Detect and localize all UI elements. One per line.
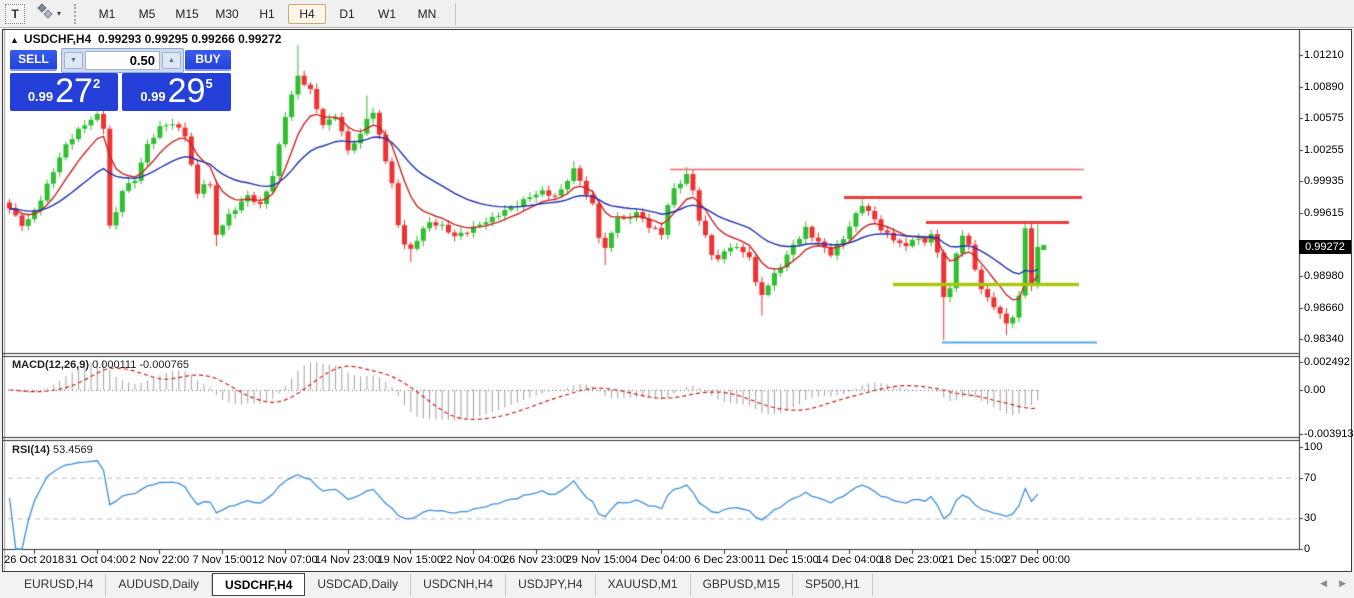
timeframe-button-h4[interactable]: H4 bbox=[288, 3, 327, 24]
volume-input[interactable]: 0.50 bbox=[85, 51, 160, 70]
buy-price-box[interactable]: 0.99 29 5 bbox=[122, 73, 231, 111]
buy-price-big: 29 bbox=[167, 72, 206, 110]
date-axis-label: 11 Dec 15:00 bbox=[754, 554, 819, 566]
rsi-axis-label: 100 bbox=[1304, 441, 1323, 453]
chart-tab-bar: EURUSD,H4 AUDUSD,Daily USDCHF,H4 USDCAD,Dai… bbox=[0, 572, 1354, 598]
date-axis-label: 2 Nov 22:00 bbox=[129, 554, 190, 566]
chart-tab-xauusd-m1[interactable]: XAUUSD,M1 bbox=[596, 574, 691, 596]
date-axis-label: 31 Oct 04:00 bbox=[65, 554, 129, 566]
timeframe-button-w1[interactable]: W1 bbox=[378, 6, 397, 21]
price-axis-label: 0.99935 bbox=[1304, 175, 1344, 188]
date-axis-label: 29 Nov 15:00 bbox=[565, 554, 632, 566]
date-axis-label: 26 Nov 23:00 bbox=[502, 554, 569, 566]
date-axis-label: 22 Nov 04:00 bbox=[440, 554, 506, 566]
timeframe-button-mn[interactable]: MN bbox=[417, 6, 437, 21]
date-axis-label: 12 Nov 07:00 bbox=[252, 554, 318, 566]
current-price-tag: 0.99272 bbox=[1299, 239, 1351, 254]
tab-scroll-left-icon[interactable]: ◀ bbox=[1320, 578, 1328, 588]
macd-axis-label: -0.003913 bbox=[1304, 428, 1354, 440]
date-axis-label: 14 Nov 23:00 bbox=[314, 554, 381, 566]
date-axis-label: 27 Dec 00:00 bbox=[1004, 554, 1070, 566]
chart-tab-audusd-daily[interactable]: AUDUSD,Daily bbox=[106, 574, 213, 596]
toolbar-separator bbox=[455, 2, 457, 25]
chart-canvas[interactable] bbox=[3, 30, 1349, 571]
rsi-value: 53.4569 bbox=[52, 444, 93, 456]
price-axis-label: 1.00890 bbox=[1304, 80, 1344, 93]
price-axis-label: 0.99615 bbox=[1304, 206, 1344, 219]
chart-tab-sp500-h1[interactable]: SP500,H1 bbox=[793, 574, 873, 596]
rsi-label: RSI(14) 53.4569 bbox=[12, 444, 93, 456]
macd-axis-label: 0.002492 bbox=[1304, 356, 1350, 368]
timeframe-button-m1[interactable]: M1 bbox=[98, 6, 116, 21]
sell-price-prefix: 0.99 bbox=[27, 89, 54, 104]
timeframe-button-m5[interactable]: M5 bbox=[138, 6, 156, 21]
toolbar-grip[interactable] bbox=[74, 3, 79, 24]
macd-values: 0.000111 -0.000765 bbox=[92, 359, 189, 371]
sell-button[interactable]: SELL bbox=[10, 50, 57, 71]
volume-up-button[interactable]: ▲ bbox=[162, 52, 181, 69]
date-axis-label: 4 Dec 04:00 bbox=[631, 554, 691, 566]
rsi-axis-label: 70 bbox=[1304, 471, 1317, 484]
date-axis-label: 26 Oct 2018 bbox=[4, 554, 65, 566]
chart-tab-usdcnh-h4[interactable]: USDCNH,H4 bbox=[411, 574, 507, 596]
rsi-axis-label: 30 bbox=[1304, 512, 1317, 525]
chart-tab-usdchf-h4[interactable]: USDCHF,H4 bbox=[212, 573, 306, 596]
macd-label: MACD(12,26,9) 0.000111 -0.000765 bbox=[12, 359, 189, 371]
date-axis-label: 18 Dec 23:00 bbox=[879, 554, 945, 566]
chart-header: ▲ USDCHF,H4 0.99293 0.99295 0.99266 0.992… bbox=[10, 32, 281, 46]
date-axis-label: 14 Dec 04:00 bbox=[816, 554, 882, 566]
volume-stepper: ▼ 0.50 ▲ bbox=[61, 48, 184, 73]
date-axis-label: 7 Nov 15:00 bbox=[192, 554, 252, 566]
price-axis-label: 1.00575 bbox=[1304, 111, 1344, 124]
price-axis-label: 0.98980 bbox=[1304, 269, 1344, 282]
timeframe-button-m30[interactable]: M30 bbox=[215, 6, 239, 21]
date-axis-label: 19 Nov 15:00 bbox=[377, 554, 443, 566]
tab-scroll-right-icon[interactable]: ▶ bbox=[1339, 578, 1346, 588]
rsi-name: RSI(14) bbox=[12, 444, 50, 456]
diamond-tools-icon bbox=[37, 3, 53, 24]
price-axis-label: 1.00255 bbox=[1304, 143, 1344, 156]
dropdown-caret-icon: ▾ bbox=[57, 9, 62, 18]
timeframe-button-h1[interactable]: H1 bbox=[259, 6, 275, 21]
macd-name: MACD(12,26,9) bbox=[12, 359, 90, 371]
chart-tab-usdcad-daily[interactable]: USDCAD,Daily bbox=[305, 574, 412, 596]
volume-down-button[interactable]: ▼ bbox=[64, 52, 83, 69]
timeframe-button-m15[interactable]: M15 bbox=[175, 6, 199, 21]
buy-price-prefix: 0.99 bbox=[140, 89, 166, 104]
tab-scroll: ◀ ▶ bbox=[1320, 578, 1346, 589]
drawing-tool-button[interactable]: ▾ bbox=[34, 1, 64, 26]
price-axis-label: 0.98340 bbox=[1304, 333, 1344, 346]
symbol-title: USDCHF,H4 bbox=[23, 32, 92, 46]
price-axis-label: 0.98660 bbox=[1304, 301, 1344, 314]
ohlc-values: 0.99293 0.99295 0.99266 0.99272 bbox=[97, 32, 282, 46]
macd-axis-label: 0.00 bbox=[1304, 384, 1326, 396]
toolbar: T ▾ M1 M5 M15 M30 H1 H4 D1 W1 MN bbox=[0, 0, 1354, 28]
date-axis-label: 21 Dec 15:00 bbox=[941, 554, 1008, 566]
chart-tab-eurusd-h4[interactable]: EURUSD,H4 bbox=[12, 574, 107, 596]
buy-price-sup: 5 bbox=[205, 76, 213, 91]
chart-tab-usdjpy-h4[interactable]: USDJPY,H4 bbox=[506, 574, 596, 596]
chart-window: ▲ USDCHF,H4 0.99293 0.99295 0.99266 0.992… bbox=[2, 29, 1354, 572]
collapse-arrow-icon[interactable]: ▲ bbox=[10, 35, 19, 45]
text-tool-button[interactable]: T bbox=[5, 3, 25, 24]
one-click-trading-panel: SELL ▼ 0.50 ▲ BUY 0.99 27 2 0.99 29 5 bbox=[10, 48, 232, 111]
timeframe-button-d1[interactable]: D1 bbox=[339, 6, 355, 21]
sell-price-big: 27 bbox=[55, 72, 93, 110]
sell-price-sup: 2 bbox=[92, 76, 101, 91]
price-axis-label: 1.01210 bbox=[1304, 48, 1344, 61]
sell-price-box[interactable]: 0.99 27 2 bbox=[10, 73, 118, 111]
buy-button[interactable]: BUY bbox=[185, 50, 231, 71]
chart-tab-gbpusd-m15[interactable]: GBPUSD,M15 bbox=[691, 574, 793, 596]
timeframe-buttons: M1 M5 M15 M30 H1 H4 D1 W1 MN bbox=[87, 3, 447, 24]
rsi-axis-label: 0 bbox=[1304, 543, 1311, 555]
date-axis-label: 6 Dec 23:00 bbox=[694, 554, 754, 566]
